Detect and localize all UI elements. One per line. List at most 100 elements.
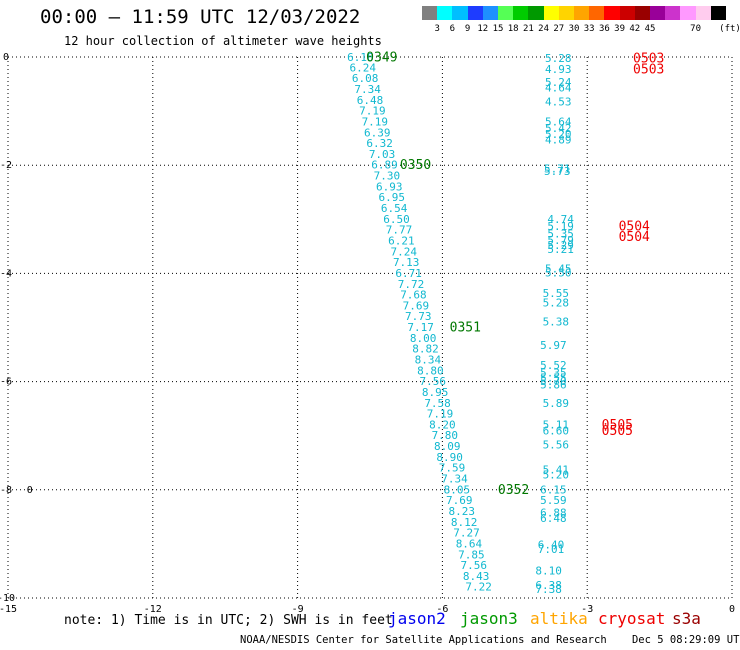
swh-value-label: 5.64 — [545, 115, 572, 128]
timestamp-text: Dec 5 08:29:09 UTC 2022 — [631, 634, 740, 646]
swh-value-label: 6.15 — [540, 483, 567, 496]
y-tick-label: 0 — [3, 52, 9, 63]
swh-value-label: 7.59 — [439, 462, 466, 475]
swh-value-label: 5.45 — [545, 263, 572, 276]
swh-value-label: 4.74 — [547, 213, 574, 226]
swh-value-label: 5.20 — [545, 128, 572, 141]
pass-time-label: 0350 — [400, 158, 431, 173]
swh-value-label: 5.97 — [540, 339, 567, 352]
swh-value-label: 6.18 — [347, 51, 374, 64]
swh-value-label: 7.56 — [461, 559, 488, 572]
swh-value-label: 5.19 — [547, 220, 574, 233]
x-tick-label: -9 — [292, 604, 304, 615]
cryosat-pass-label: 0504 — [619, 230, 650, 245]
pass-time-label: 0351 — [450, 321, 481, 336]
swh-value-label: 7.19 — [362, 115, 389, 128]
swh-value-label: 7.38 — [535, 583, 562, 596]
swh-value-label: 6.24 — [350, 61, 377, 74]
swh-value-label: 5.56 — [543, 438, 570, 451]
swh-value-label: 7.73 — [405, 310, 432, 323]
scale-tick-label: 42 — [629, 24, 641, 34]
color-swatch — [574, 6, 590, 20]
swh-value-label: 5.50 — [545, 266, 572, 279]
swh-value-label: 4.89 — [545, 133, 572, 146]
swh-value-label: 5.28 — [543, 297, 570, 310]
swh-value-label: 5.70 — [540, 375, 567, 388]
cryosat-pass-label: 0503 — [633, 62, 664, 77]
color-swatch — [589, 6, 605, 20]
color-swatch — [498, 6, 514, 20]
scale-tick-label: 3 — [434, 24, 440, 34]
credit-text: NOAA/NESDIS Center for Satellite Applica… — [240, 634, 607, 646]
color-swatch — [619, 6, 635, 20]
mission-legend-jason2: jason2 — [388, 609, 446, 628]
scale-tick-label: 33 — [583, 24, 595, 34]
swh-value-label: 7.58 — [424, 397, 451, 410]
scale-tick-label: 12 — [477, 24, 489, 34]
swh-value-label: 5.35 — [547, 227, 574, 240]
swh-value-label: 4.53 — [545, 95, 572, 108]
mission-legend-cryosat: cryosat — [598, 609, 666, 628]
swh-value-label: 4.64 — [545, 81, 572, 94]
swh-value-label: 8.95 — [422, 386, 449, 399]
swh-value-label: 7.68 — [400, 289, 427, 302]
mission-legend-jason3: jason3 — [460, 609, 518, 628]
swh-value-label: 7.19 — [427, 408, 454, 421]
swh-value-label: 5.55 — [540, 371, 567, 384]
swh-value-label: 6.88 — [540, 507, 567, 520]
swh-value-label: 6.93 — [376, 180, 403, 193]
swh-value-label: 4.93 — [545, 63, 572, 76]
swh-value-label: 7.13 — [393, 256, 420, 269]
swh-value-label: 5.21 — [547, 243, 574, 256]
swh-value-label: 5.89 — [543, 397, 570, 410]
footer-credit: NOAA/NESDIS Center for Satellite Applica… — [240, 634, 740, 646]
scale-tick-label: 24 — [538, 24, 550, 34]
swh-value-label: 8.12 — [451, 516, 478, 529]
swh-value-label: 5.29 — [547, 239, 574, 252]
swh-value-label: 7.22 — [465, 581, 492, 594]
color-swatch — [452, 6, 468, 20]
pass-time-label: 0349 — [366, 51, 397, 66]
swh-value-label: 7.56 — [419, 375, 446, 388]
color-swatch — [650, 6, 666, 20]
swh-value-label: 8.34 — [415, 354, 442, 367]
x-tick-label: 0 — [729, 604, 735, 615]
x-tick-label: -3 — [581, 604, 593, 615]
color-swatch — [665, 6, 681, 20]
swh-value-label: 7.30 — [374, 170, 401, 183]
swh-value-label: 5.59 — [540, 494, 567, 507]
swh-value-label: 5.28 — [545, 52, 572, 65]
swh-value-label: 6.38 — [535, 579, 562, 592]
y-tick-label: -10 — [0, 593, 15, 604]
swh-value-label: 6.08 — [352, 72, 379, 85]
swh-value-label: 5.42 — [545, 122, 572, 135]
color-swatch — [604, 6, 620, 20]
color-swatch — [437, 6, 453, 20]
swh-value-label: 5.71 — [544, 163, 571, 176]
swh-value-label: 8.05 — [444, 483, 471, 496]
cryosat-pass-label: 0503 — [633, 52, 664, 67]
swh-value-label: 8.09 — [434, 440, 461, 453]
scale-tick-label: 36 — [598, 24, 610, 34]
cryosat-pass-label: 0504 — [619, 219, 650, 234]
color-swatch — [680, 6, 696, 20]
swh-value-label: 5.41 — [543, 463, 570, 476]
x-tick-label: -15 — [0, 604, 17, 615]
y-tick-label: -8 — [0, 485, 12, 496]
color-swatch — [558, 6, 574, 20]
y-tick-label: -6 — [0, 377, 12, 388]
swh-value-label: 7.03 — [369, 148, 396, 161]
swh-value-label: 6.89 — [371, 159, 398, 172]
swh-value-label: 6.95 — [378, 191, 405, 204]
swh-value-label: 8.80 — [417, 364, 444, 377]
swh-value-label: 8.00 — [410, 332, 437, 345]
swh-value-label: 6.48 — [357, 94, 384, 107]
swh-value-label: 6.50 — [383, 213, 410, 226]
y-tick-label: -4 — [0, 268, 12, 279]
swh-value-label: 5.20 — [543, 469, 570, 482]
color-swatch — [528, 6, 544, 20]
x-tick-label: -6 — [436, 604, 448, 615]
swh-value-label: 8.23 — [448, 505, 475, 518]
swh-value-label: 5.73 — [544, 165, 571, 178]
swh-value-label: 6.48 — [540, 512, 567, 525]
